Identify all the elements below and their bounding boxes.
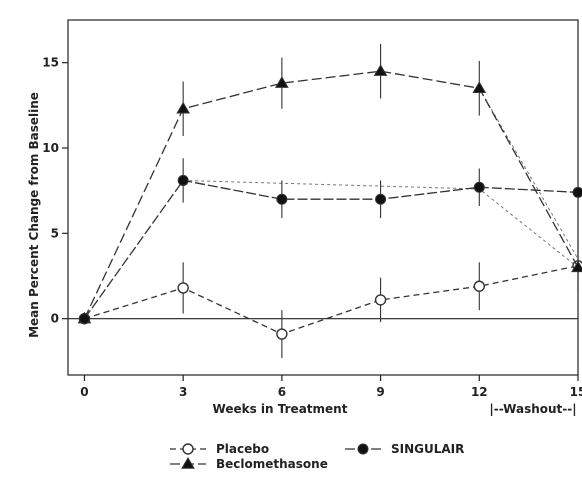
data-point-placebo-6	[276, 328, 288, 340]
x-tick-label-6: 6	[278, 385, 286, 399]
series-line-singulair	[83, 179, 579, 320]
x-tick-label-3: 3	[179, 385, 187, 399]
y-tick-label-0: 0	[51, 312, 59, 326]
x-tick-label-9: 9	[376, 385, 384, 399]
y-axis-label: Mean Percent Change from Baseline	[27, 92, 41, 338]
legend-label-placebo: Placebo	[216, 442, 269, 456]
legend-marker-placebo	[182, 443, 194, 455]
axes-layer: 0 5 10 15 0 3 6 9 12 15	[42, 19, 582, 399]
data-point-beclomethasone-12	[472, 81, 487, 93]
legend-marker-beclomethasone	[181, 457, 195, 469]
series-line-beclomethasone	[83, 70, 579, 319]
x-tick-label-15: 15	[570, 385, 582, 399]
data-point-singulair-9	[375, 193, 387, 205]
y-tick-label-15: 15	[42, 56, 59, 70]
data-point-placebo-12	[473, 280, 485, 292]
legend-label-singulair: SINGULAIR	[391, 442, 464, 456]
washout-label: |--Washout--|	[489, 402, 576, 416]
data-point-beclomethasone-6	[274, 76, 289, 88]
data-point-beclomethasone-3	[176, 101, 191, 114]
data-point-singulair-3	[177, 174, 189, 186]
y-tick-label-5: 5	[51, 226, 59, 240]
data-point-beclomethasone-15	[571, 260, 582, 273]
data-point-beclomethasone-9	[373, 64, 388, 76]
series-layer	[77, 43, 582, 358]
data-point-singulair-12	[473, 181, 485, 193]
legend-label-beclomethasone: Beclomethasone	[216, 457, 328, 471]
x-tick-label-12: 12	[471, 385, 488, 399]
series-line-placebo	[84, 265, 579, 335]
x-axis-label: Weeks in Treatment	[213, 402, 348, 416]
data-point-singulair-15	[572, 186, 582, 198]
y-tick-label-10: 10	[42, 141, 59, 155]
data-point-singulair-0	[78, 313, 90, 325]
data-point-placebo-3	[177, 282, 189, 294]
data-point-placebo-9	[374, 294, 387, 306]
data-point-singulair-6	[276, 193, 288, 205]
plot-frame	[67, 19, 579, 376]
legend-marker-singulair	[357, 443, 369, 455]
secondary-line-1	[478, 88, 579, 260]
x-tick-label-0: 0	[80, 385, 88, 399]
